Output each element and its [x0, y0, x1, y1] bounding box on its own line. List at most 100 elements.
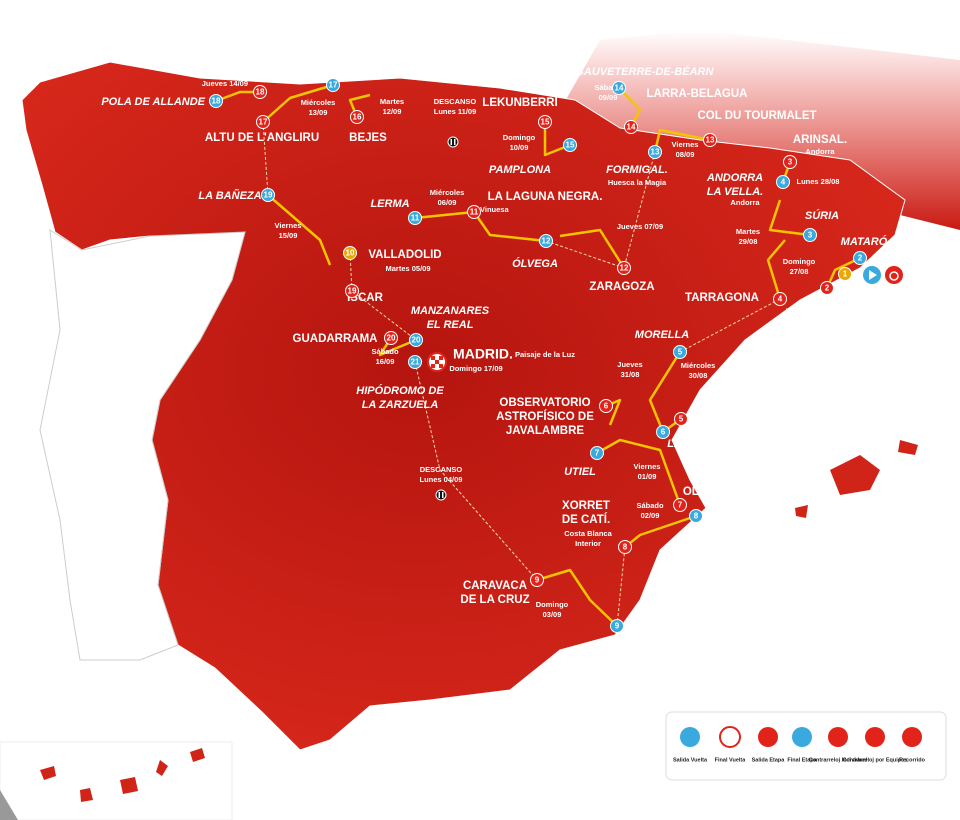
place-label: COL DU TOURMALET — [697, 110, 816, 122]
legend-icon — [828, 727, 848, 747]
place-label: Viernes — [634, 462, 661, 471]
stage-number: 20 — [387, 334, 396, 343]
stage-marker — [599, 399, 613, 413]
stage-number: 8 — [623, 543, 628, 552]
stage-marker — [853, 251, 867, 265]
legend-label: Final Vuelta — [715, 757, 747, 763]
place-label: Jueves 14/09 — [202, 79, 248, 88]
place-label: Miércoles — [430, 188, 465, 197]
place-label: Huesca la Magia — [608, 178, 667, 187]
stage-marker — [618, 540, 632, 554]
place-label: Domingo — [783, 257, 816, 266]
stage-marker — [384, 331, 398, 345]
canary-islands — [40, 748, 205, 802]
place-label: VALLADOLID — [368, 249, 441, 261]
stage-marker — [326, 78, 340, 92]
place-label: Miércoles — [301, 98, 336, 107]
place-label: DESCANSO — [434, 97, 477, 106]
stage-number: 17 — [259, 118, 268, 127]
place-label: LA BAÑEZA — [198, 189, 261, 202]
place-label: 10/09 — [510, 143, 529, 152]
place-label: POLA DE ALLANDE — [101, 96, 205, 108]
stage-number: 19 — [264, 191, 273, 200]
place-label: DE CATÍ. — [562, 513, 610, 526]
stage-marker — [590, 446, 604, 460]
stage-marker — [343, 246, 357, 260]
place-label: Martes — [736, 227, 760, 236]
place-label: BEJES — [349, 132, 387, 144]
stage-number: 3 — [788, 158, 793, 167]
stage-number: 6 — [661, 428, 666, 437]
place-label: BARCELONA — [785, 308, 858, 320]
stage-marker — [256, 115, 270, 129]
stage-number: 16 — [353, 113, 362, 122]
place-label: 06/09 — [438, 198, 457, 207]
place-label: MORELLA — [635, 329, 689, 341]
place-label: ARINSAL. — [793, 134, 847, 146]
stage-marker — [674, 412, 688, 426]
corner-shape — [0, 790, 18, 820]
stage-number: 14 — [627, 123, 636, 132]
legend-icon — [902, 727, 922, 747]
stage-marker — [820, 281, 834, 295]
place-label: 02/09 — [641, 511, 660, 520]
place-label: 27/08 — [790, 267, 809, 276]
place-label: Martes — [380, 97, 404, 106]
stage-marker — [408, 211, 422, 225]
stage-number: 19 — [348, 287, 357, 296]
balearic-islands — [795, 440, 918, 518]
stage-marker — [539, 234, 553, 248]
place-label: 12/09 — [383, 107, 402, 116]
stage-marker — [350, 110, 364, 124]
place-label: EL REAL — [427, 319, 474, 331]
stage-number: 1 — [843, 270, 848, 279]
place-label: 31/08 — [621, 370, 640, 379]
place-label: Andorra — [730, 198, 760, 207]
place-label: DE LINARES — [202, 50, 272, 62]
place-label: GUADARRAMA — [293, 333, 378, 345]
stage-marker — [253, 85, 267, 99]
stage-number: 21 — [411, 358, 420, 367]
stage-number: 3 — [808, 231, 813, 240]
place-label: PAMPLONA — [489, 164, 551, 176]
stage-marker — [261, 188, 275, 202]
place-label: 03/09 — [543, 610, 562, 619]
stage-number: 18 — [212, 97, 221, 106]
place-label: LA CRUZ — [212, 36, 262, 48]
place-label: BARCELONA — [857, 291, 946, 307]
place-label: 13/09 — [309, 108, 328, 117]
stage-number: 4 — [781, 178, 786, 187]
place-label: Lunes 28/08 — [797, 177, 840, 186]
rest-days — [435, 136, 459, 501]
stage-marker — [209, 94, 223, 108]
place-label: Domingo — [503, 133, 536, 142]
stage-marker — [612, 81, 626, 95]
place-label: Lunes 04/09 — [420, 475, 463, 484]
stage-number: 15 — [541, 118, 550, 127]
place-label: LIENCRES PLAYA — [388, 59, 482, 71]
place-label: RIBESEYA — [290, 62, 345, 74]
legend-label: Salida Vuelta — [673, 757, 708, 763]
stage-marker — [563, 138, 577, 152]
stage-marker — [803, 228, 817, 242]
stage-number: 12 — [542, 237, 551, 246]
stage-number: 7 — [678, 501, 683, 510]
legend-icon — [865, 727, 885, 747]
place-label: DÉNIA — [703, 513, 737, 526]
place-label: CARTAGENA — [595, 639, 664, 651]
place-label: Sábado — [594, 83, 622, 92]
place-label: LA VELLA. — [707, 186, 763, 198]
place-label: 09/09 — [599, 93, 618, 102]
stage-number: 2 — [825, 284, 830, 293]
stage-number: 15 — [566, 141, 575, 150]
place-label: MATARÓ — [841, 235, 888, 248]
place-label: LEKUNBERRI — [482, 97, 557, 109]
stage-marker — [409, 333, 423, 347]
legend-label: Recorrido — [899, 757, 926, 763]
place-label: ANDORRA — [706, 172, 763, 184]
place-label: LERMA — [370, 198, 409, 210]
legend-label: Contrarreloj por Equipos — [842, 757, 907, 763]
finish-madrid — [427, 352, 447, 372]
stage-marker — [673, 498, 687, 512]
stage-marker — [838, 267, 852, 281]
